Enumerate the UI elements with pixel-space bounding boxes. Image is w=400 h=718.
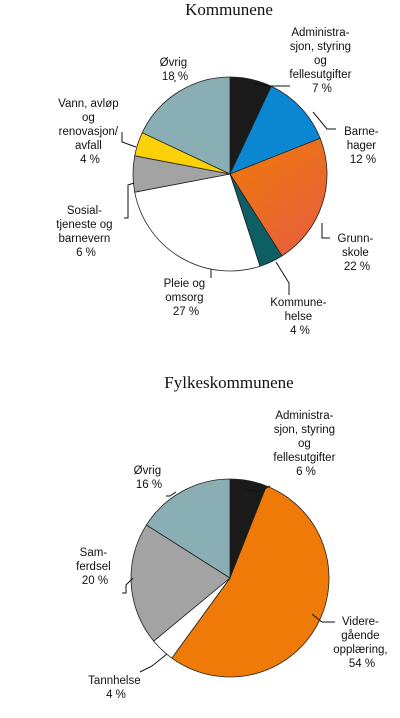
- leader-admin: [244, 485, 271, 493]
- leader-grunnskole: [321, 223, 330, 239]
- chart-title-kommunene: Kommunene: [185, 0, 273, 19]
- slice-value: 27 %: [173, 306, 199, 318]
- slice-label-vann: Vann, avløp og renovasjon/ avfall 4 %: [58, 98, 122, 166]
- slice-value: 22 %: [344, 261, 370, 273]
- slice-label-line: Administra-: [275, 410, 333, 422]
- slice-label-line: tjeneste og: [56, 219, 112, 231]
- slice-label-line: og: [298, 438, 311, 450]
- slice-value: 20 %: [82, 575, 108, 587]
- pie-slice-videre: [171, 485, 330, 678]
- slice-label-tannhelse: Tannhelse 4 %: [88, 675, 144, 701]
- slice-label-line: og: [314, 55, 327, 67]
- pie-slice-øvrig: [141, 76, 231, 175]
- leader-ovrig: [166, 491, 177, 497]
- slice-label-videregaende: Videre- gående opplæring, 54 %: [333, 616, 391, 670]
- leader-sosial: [124, 182, 135, 219]
- pie-slices-fylkeskommunene: [130, 478, 330, 678]
- slice-label-admin: Administra- sjon, styring og fellesutgif…: [289, 27, 354, 95]
- slice-label-line: gående: [341, 630, 379, 642]
- pie-chart-fylkeskommunene: Fylkeskommunene Administra- sjon, styrin…: [76, 373, 391, 701]
- slice-label-line: Administra-: [291, 27, 349, 39]
- slice-label-line: fellesutgifter: [273, 452, 335, 464]
- slice-label-line: opplæring,: [333, 644, 387, 656]
- slice-label-line: Sosial-: [67, 205, 102, 217]
- slice-label-line: skole: [342, 247, 369, 259]
- slice-value: 6 %: [76, 247, 96, 259]
- pie-slice-barne: [229, 85, 321, 175]
- slice-label-admin: Administra- sjon, styring og fellesutgif…: [273, 410, 338, 478]
- slice-value: 4 %: [106, 689, 126, 701]
- pie-chart-kommunene: Kommunene Administra- sjon, styring og f…: [56, 0, 382, 337]
- slice-label-line: Vann, avløp: [58, 98, 119, 110]
- slice-labels-fylkeskommunene: Administra- sjon, styring og fellesutgif…: [76, 410, 391, 701]
- leader-lines-fylkeskommunene: [122, 485, 335, 673]
- slice-label-line: hager: [347, 140, 377, 152]
- leader-tannhelse: [139, 653, 168, 673]
- pie-slice-øvrig: [145, 478, 231, 579]
- slice-label-line: sjon, styring: [274, 424, 335, 436]
- slice-value: 12 %: [350, 154, 376, 166]
- slice-label-line: avfall: [75, 140, 102, 152]
- slice-value: 6 %: [296, 466, 316, 478]
- slice-label-ovrig: Øvrig 16 %: [134, 465, 165, 491]
- pie-slice-pleie-og: [134, 173, 261, 272]
- slice-value: 18 %: [162, 71, 188, 83]
- slice-label-grunnskole: Grunn- skole 22 %: [338, 233, 377, 273]
- leader-samferdsel: [122, 577, 134, 594]
- slice-label-line: Sam-: [80, 547, 108, 559]
- slice-value: 54 %: [349, 658, 375, 670]
- leader-videregaende: [311, 613, 335, 623]
- slice-label-sosial: Sosial- tjeneste og barnevern 6 %: [56, 205, 115, 259]
- slice-label-line: ferdsel: [76, 561, 111, 573]
- leader-admin: [252, 82, 290, 87]
- slice-label-line: Videre-: [342, 616, 379, 628]
- slice-value: 16 %: [136, 479, 162, 491]
- slice-label-line: helse: [285, 311, 313, 323]
- slice-label-line: Øvrig: [134, 465, 161, 477]
- slice-label-line: sjon, styring: [290, 41, 351, 53]
- chart-title-fylkeskommunene: Fylkeskommunene: [164, 373, 293, 392]
- slice-label-line: Kommune-: [270, 297, 326, 309]
- pie-slice-grunn: [229, 137, 328, 257]
- slice-label-ovrig: Øvrig 18 %: [160, 57, 191, 83]
- slice-labels-kommunene: Administra- sjon, styring og fellesutgif…: [56, 27, 382, 337]
- slice-value: 4 %: [80, 154, 100, 166]
- slice-label-line: fellesutgifter: [289, 69, 351, 81]
- slice-label-line: Tannhelse: [88, 675, 140, 687]
- slice-label-line: Grunn-: [338, 233, 374, 245]
- slice-label-line: barnevern: [59, 233, 111, 245]
- pie-slices-kommunene: [132, 76, 328, 272]
- slice-value: 7 %: [312, 83, 332, 95]
- slice-value: 4 %: [290, 325, 310, 337]
- slice-label-line: Barne-: [344, 126, 379, 138]
- slice-label-samferdsel: Sam- ferdsel 20 %: [76, 547, 114, 587]
- slice-label-barnehager: Barne- hager 12 %: [344, 126, 382, 166]
- slice-label-line: Pleie og: [164, 278, 206, 290]
- leader-kommunehelse: [275, 261, 290, 295]
- slice-label-line: renovasjon/: [59, 126, 119, 138]
- slice-label-kommunehelse: Kommune- helse 4 %: [270, 297, 329, 337]
- slice-label-line: Øvrig: [160, 57, 187, 69]
- leader-barnehager: [312, 111, 336, 130]
- slice-label-line: omsorg: [165, 292, 203, 304]
- leader-vann: [121, 132, 137, 148]
- pie-slice-sam: [130, 524, 231, 642]
- leader-lines-kommunene: [121, 80, 336, 295]
- slice-label-pleie: Pleie og omsorg 27 %: [164, 278, 209, 318]
- slice-label-line: og: [82, 112, 95, 124]
